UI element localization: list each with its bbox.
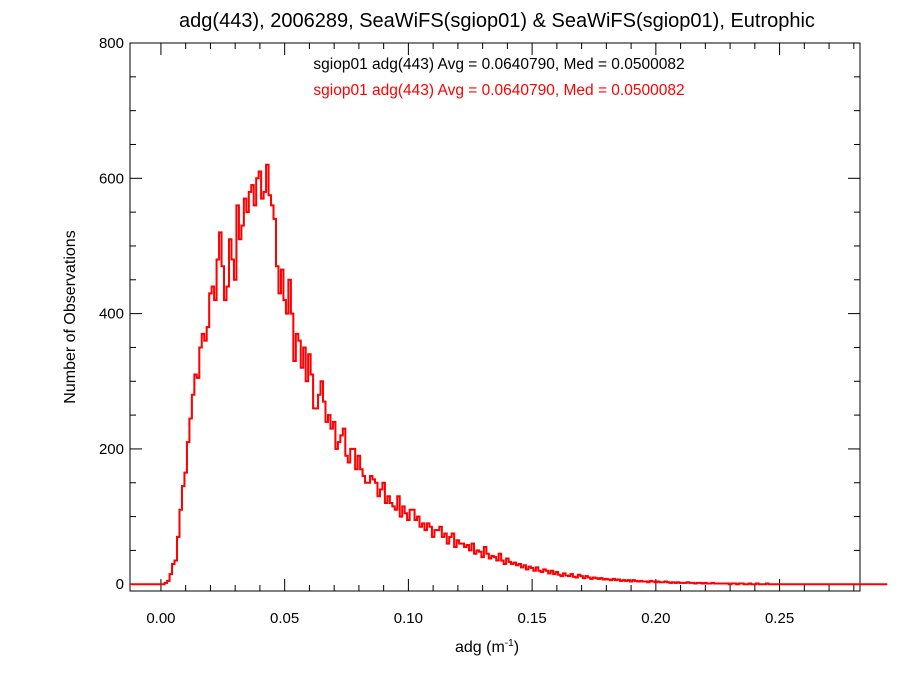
x-tick-label: 0.00 <box>146 610 175 627</box>
x-tick-label: 0.10 <box>394 610 423 627</box>
plot-frame <box>129 42 861 592</box>
x-tick-label: 0.20 <box>641 610 670 627</box>
x-tick-label: 0.25 <box>765 610 794 627</box>
y-tick-label: 600 <box>99 170 124 187</box>
x-tick-label: 0.15 <box>518 610 547 627</box>
x-axis-label: adg (m-1) <box>455 638 519 656</box>
series-line-2 <box>130 163 888 586</box>
stat-annotation-red: sgiop01 adg(443) Avg = 0.0640790, Med = … <box>313 82 684 99</box>
stat-annotation-black: sgiop01 adg(443) Avg = 0.0640790, Med = … <box>313 56 684 73</box>
x-axis-label-main: adg (m <box>455 639 505 656</box>
y-tick-label: 400 <box>99 306 124 323</box>
x-axis-label-end: ) <box>514 639 519 656</box>
series-layer <box>130 163 888 586</box>
chart-title: adg(443), 2006289, SeaWiFS(sgiop01) & Se… <box>179 10 815 32</box>
y-axis: 0 200 400 600 800 <box>99 35 860 593</box>
y-axis-label: Number of Observations <box>62 230 79 403</box>
series-line-1 <box>130 164 888 585</box>
x-tick-label: 0.05 <box>270 610 299 627</box>
y-tick-label: 800 <box>99 35 124 52</box>
x-axis-label-superscript: -1 <box>505 638 514 649</box>
y-tick-label: 0 <box>116 576 124 593</box>
x-axis: 0.00 0.05 0.10 0.15 0.20 0.25 <box>146 43 855 627</box>
y-tick-label: 200 <box>99 441 124 458</box>
